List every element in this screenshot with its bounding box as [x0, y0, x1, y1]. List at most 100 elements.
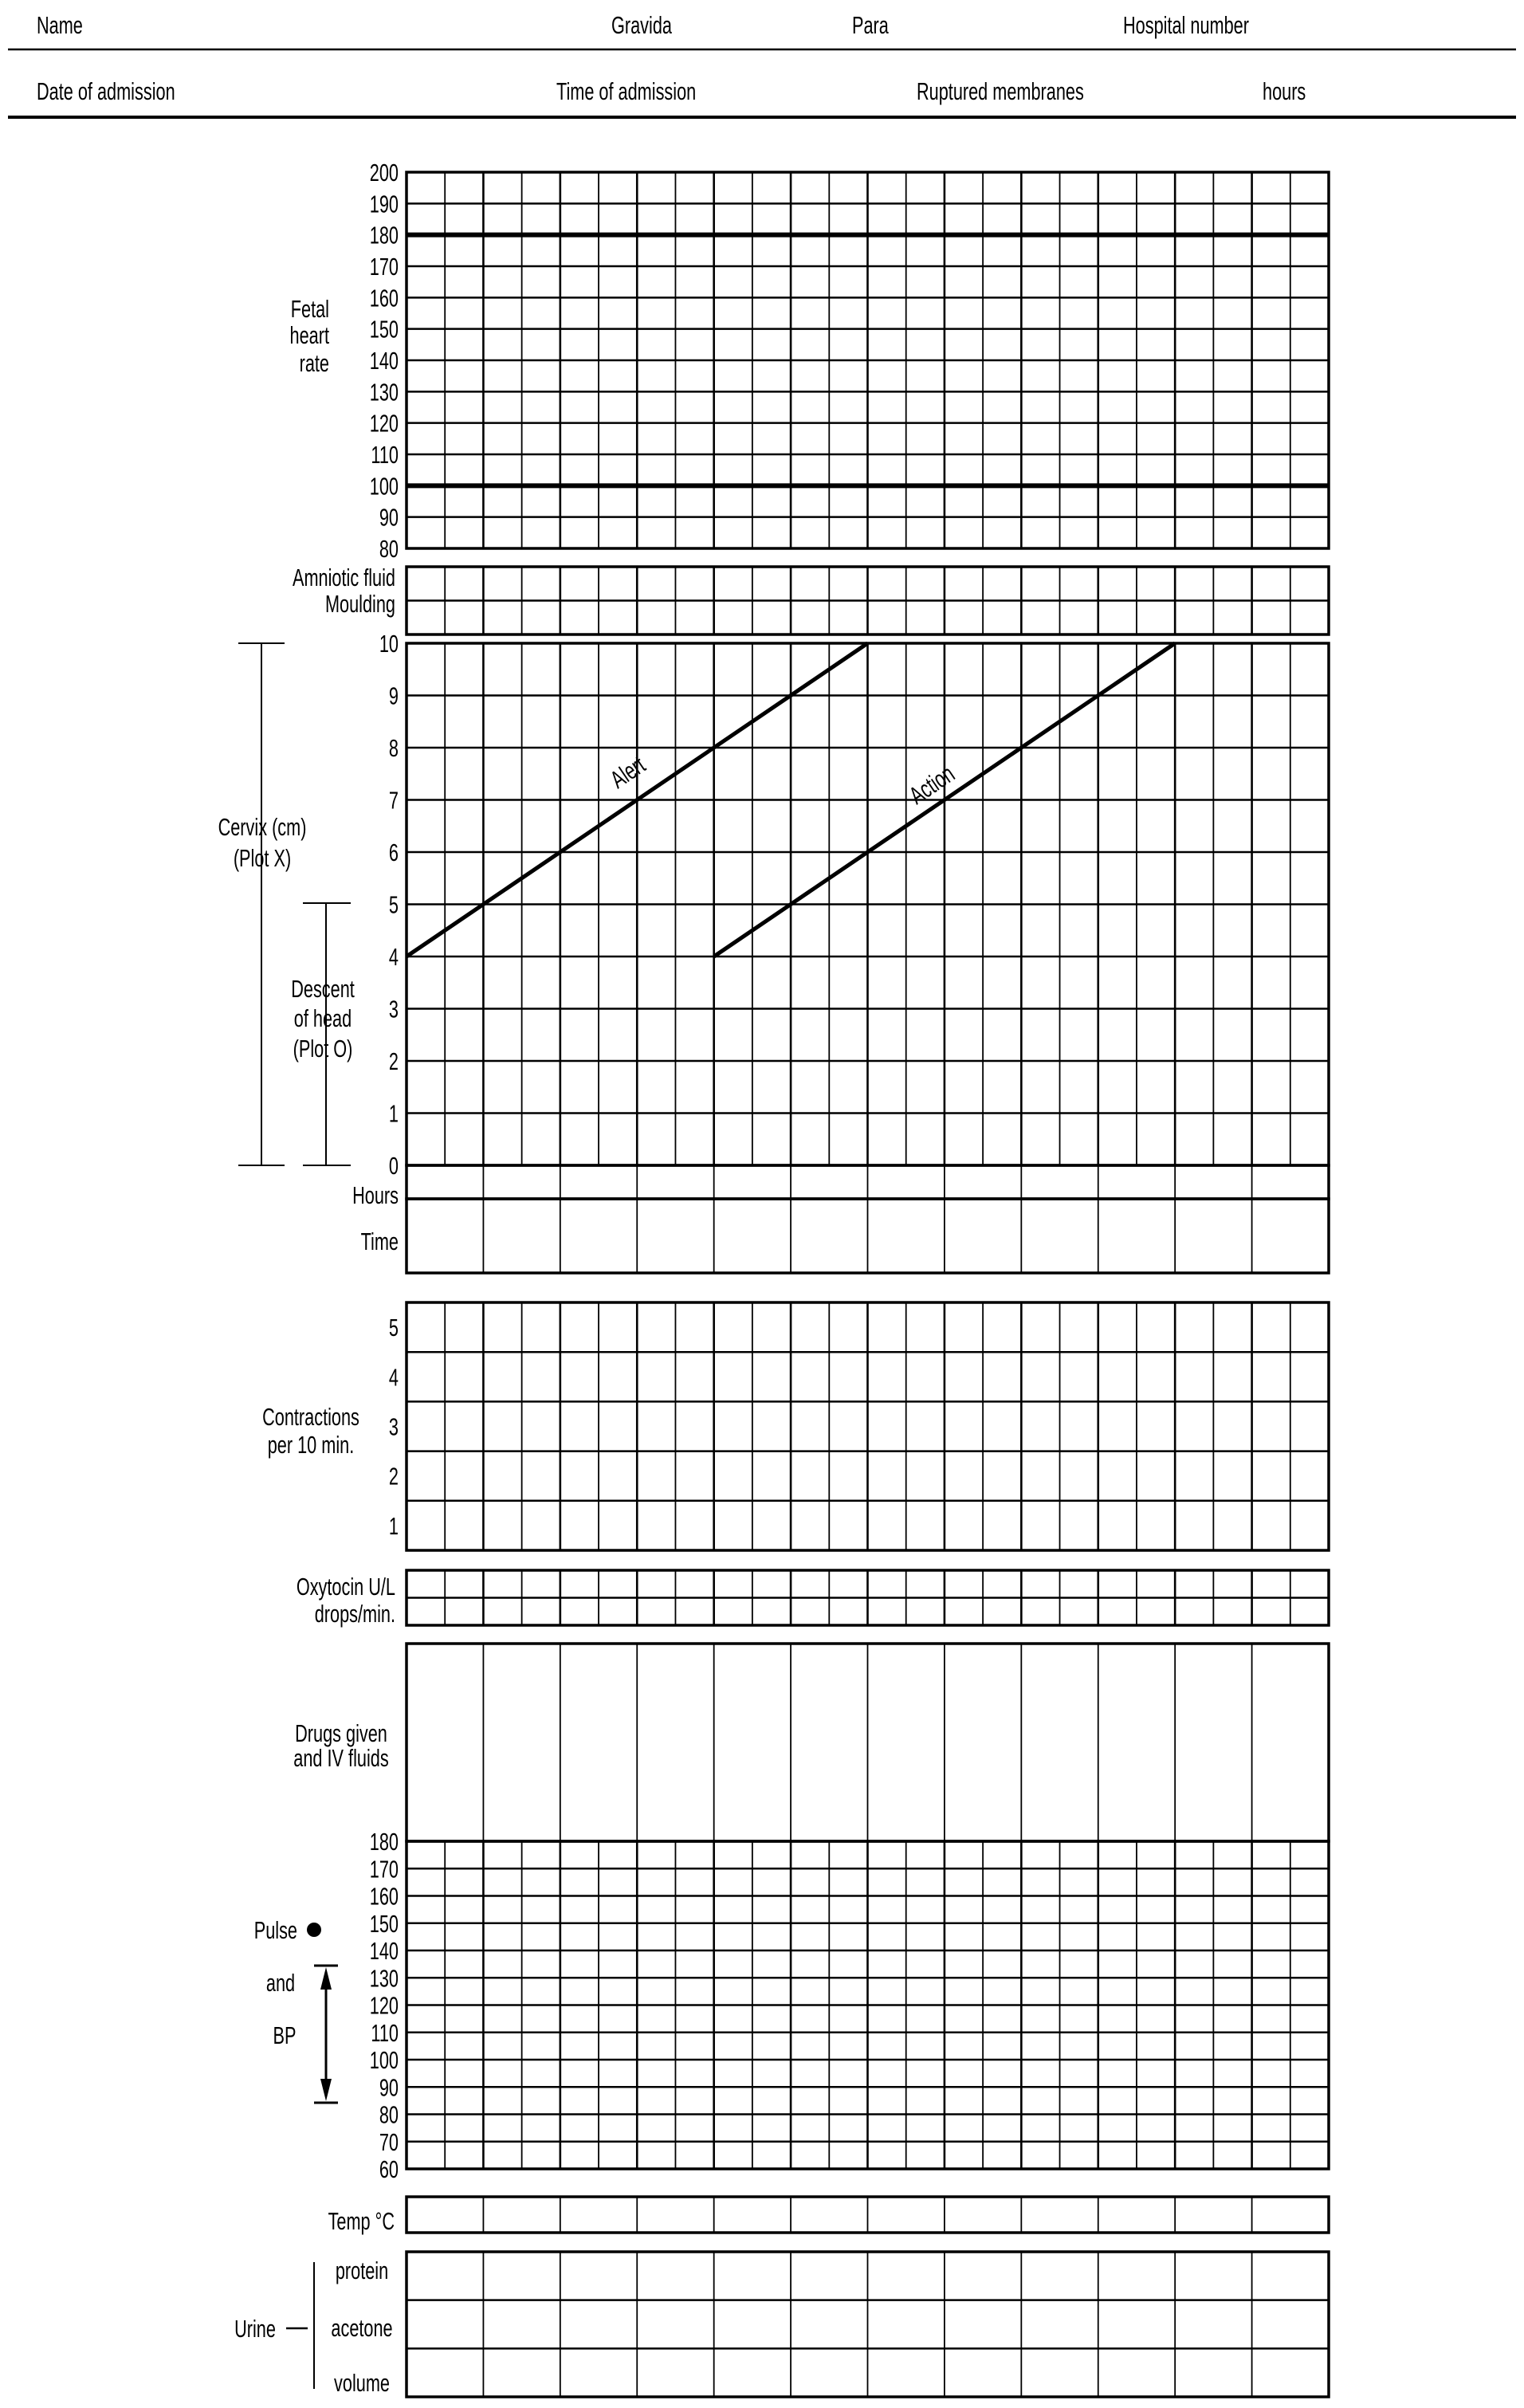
- cervix-tick-label: 4: [389, 943, 399, 971]
- fhr-tick-label: 80: [379, 535, 399, 563]
- fhr-tick-label: 170: [370, 253, 399, 281]
- grid-border: [405, 1840, 1330, 2170]
- grid-border: [405, 565, 1330, 636]
- cervix-tick-label: 9: [389, 682, 399, 710]
- ruptured-membranes-label: Ruptured membranes: [917, 77, 1084, 105]
- contractions-tick-label: 2: [389, 1463, 399, 1491]
- pulse-bp-tick-label: 110: [371, 2019, 399, 2047]
- time-row[interactable]: [405, 1197, 1330, 1275]
- oxytocin-grid[interactable]: [405, 1569, 1330, 1627]
- pulse-bp-tick-label: 130: [370, 1964, 399, 1992]
- arrow-down-icon: [320, 2079, 332, 2101]
- fetal-heart-rate-grid[interactable]: [405, 171, 1330, 550]
- pulse-dot-icon: [307, 1923, 321, 1937]
- pulse-bp-tick-label: 70: [379, 2128, 399, 2156]
- grid-border: [405, 2250, 1330, 2398]
- action-label: Action: [904, 760, 959, 810]
- grid-border: [405, 171, 1330, 550]
- bp-label: BP: [273, 2021, 297, 2049]
- contractions-tick-label: 4: [389, 1363, 399, 1391]
- time-of-admission-label: Time of admission: [556, 77, 696, 105]
- contractions-grid[interactable]: [405, 1301, 1330, 1552]
- fhr-tick-label: 160: [370, 285, 399, 312]
- cervix-tick-label: 5: [389, 891, 399, 919]
- fhr-tick-label: 90: [379, 504, 399, 532]
- fhr-tick-label: 180: [370, 222, 399, 249]
- fhr-tick-label: 150: [370, 316, 399, 344]
- oxytocin-label: Oxytocin U/L: [297, 1573, 395, 1601]
- contractions-label: per 10 min.: [268, 1431, 355, 1459]
- hours-row[interactable]: [405, 1164, 1330, 1200]
- hospital-number-label: Hospital number: [1123, 11, 1249, 39]
- contractions-tick-label: 3: [389, 1413, 399, 1441]
- gravida-label: Gravida: [611, 11, 672, 39]
- alert-label: Alert: [605, 751, 650, 794]
- temp-row[interactable]: [405, 2195, 1330, 2234]
- cervix-tick-label: 7: [389, 787, 399, 815]
- alert-line: [405, 641, 869, 959]
- cervix-tick-label: 2: [389, 1047, 399, 1075]
- amniotic-fluid-label: Amniotic fluid: [293, 564, 395, 591]
- ruptured-hours-label: hours: [1263, 77, 1306, 105]
- fhr-label: Fetal: [291, 295, 329, 323]
- cervix-tick-label: 3: [389, 996, 399, 1023]
- date-of-admission-label: Date of admission: [37, 77, 175, 105]
- pulse-bp-tick-label: 90: [379, 2073, 399, 2101]
- name-label: Name: [37, 11, 83, 39]
- fhr-tick-label: 140: [370, 347, 399, 375]
- pulse-label: Pulse: [254, 1916, 297, 1944]
- contractions-tick-label: 5: [389, 1314, 399, 1341]
- fhr-label: rate: [300, 349, 329, 377]
- urine-label: Urine: [234, 2315, 276, 2343]
- pulse-bp-tick-label: 80: [379, 2101, 399, 2129]
- cervix-tick-label: 0: [389, 1152, 399, 1180]
- pulse-bp-tick-label: 100: [370, 2046, 399, 2074]
- amniotic-moulding-grid[interactable]: [405, 565, 1330, 636]
- temp-label: Temp °C: [328, 2207, 395, 2235]
- urine-volume-label: volume: [334, 2369, 390, 2397]
- pulse-bp-tick-label: 60: [379, 2155, 399, 2183]
- drugs-label: Drugs given: [295, 1719, 387, 1747]
- cervix-tick-label: 6: [389, 839, 399, 866]
- urine-acetone-label: acetone: [331, 2314, 392, 2342]
- fhr-tick-label: 200: [370, 159, 399, 187]
- cervix-tick-label: 1: [389, 1100, 399, 1128]
- fhr-tick-label: 110: [371, 441, 399, 469]
- moulding-label: Moulding: [325, 590, 395, 618]
- and-label: and: [266, 1969, 295, 1997]
- time-label: Time: [361, 1228, 399, 1255]
- drugs-label: and IV fluids: [293, 1744, 388, 1772]
- fhr-tick-label: 120: [370, 410, 399, 438]
- fhr-tick-label: 100: [370, 473, 399, 501]
- grid-border: [405, 2195, 1330, 2234]
- urine-grid[interactable]: [405, 2250, 1330, 2398]
- grid-border: [405, 1197, 1330, 1275]
- pulse-bp-grid[interactable]: [405, 1840, 1330, 2170]
- pulse-bp-tick-label: 150: [370, 1910, 399, 1938]
- pulse-bp-tick-label: 140: [370, 1937, 399, 1965]
- drugs-iv-fluids-grid[interactable]: [405, 1642, 1330, 1843]
- descent-label: Descent: [291, 975, 355, 1003]
- arrow-up-icon: [320, 1967, 332, 1990]
- urine-protein-label: protein: [336, 2257, 388, 2284]
- cervicograph-grid[interactable]: [405, 642, 1330, 1167]
- cervix-tick-label: 8: [389, 734, 399, 762]
- contractions-label: Contractions: [262, 1403, 359, 1431]
- descent-label: (Plot O): [293, 1035, 353, 1063]
- fhr-tick-label: 130: [370, 379, 399, 407]
- pulse-bp-tick-label: 160: [370, 1883, 399, 1911]
- hours-label: Hours: [352, 1181, 399, 1209]
- grid-border: [405, 1569, 1330, 1627]
- pulse-bp-tick-label: 120: [370, 1992, 399, 2020]
- para-label: Para: [852, 11, 889, 39]
- fhr-tick-label: 190: [370, 191, 399, 218]
- fhr-label: heart: [290, 321, 330, 349]
- descent-label: of head: [294, 1004, 352, 1032]
- action-line: [713, 641, 1176, 959]
- cervix-tick-label: 10: [379, 630, 399, 658]
- pulse-bp-tick-label: 170: [370, 1855, 399, 1883]
- pulse-bp-tick-label: 180: [370, 1828, 399, 1856]
- drops-per-min-label: drops/min.: [315, 1600, 395, 1628]
- contractions-tick-label: 1: [389, 1512, 399, 1540]
